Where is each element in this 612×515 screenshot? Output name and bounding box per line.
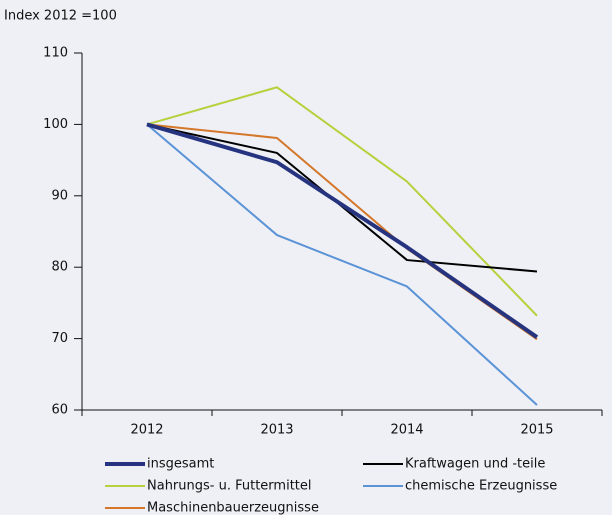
series-line (146, 86, 538, 317)
x-tick-label: 2013 (260, 423, 293, 438)
y-tick-label: 80 (51, 260, 68, 275)
y-tick-label: 70 (51, 331, 68, 346)
y-axis-label: Index 2012 =100 (4, 9, 117, 24)
x-tick-label: 2014 (390, 423, 423, 438)
x-tick-label: 2012 (130, 423, 163, 438)
series-line (146, 123, 538, 273)
y-tick-label: 110 (43, 46, 68, 61)
series-line (146, 123, 538, 341)
legend-label: Kraftwagen und -teile (405, 457, 545, 472)
x-tick-label: 2015 (520, 423, 553, 438)
legend-label: insgesamt (147, 457, 214, 472)
legend-label: Nahrungs- u. Futtermittel (147, 479, 312, 494)
series-line (146, 123, 538, 406)
legend-label: chemische Erzeugnisse (405, 479, 557, 494)
legend-label: Maschinenbauerzeugnisse (147, 501, 319, 515)
y-tick-label: 60 (51, 403, 68, 418)
y-tick-label: 100 (43, 117, 68, 132)
series-line (146, 122, 539, 339)
y-tick-label: 90 (51, 188, 68, 203)
